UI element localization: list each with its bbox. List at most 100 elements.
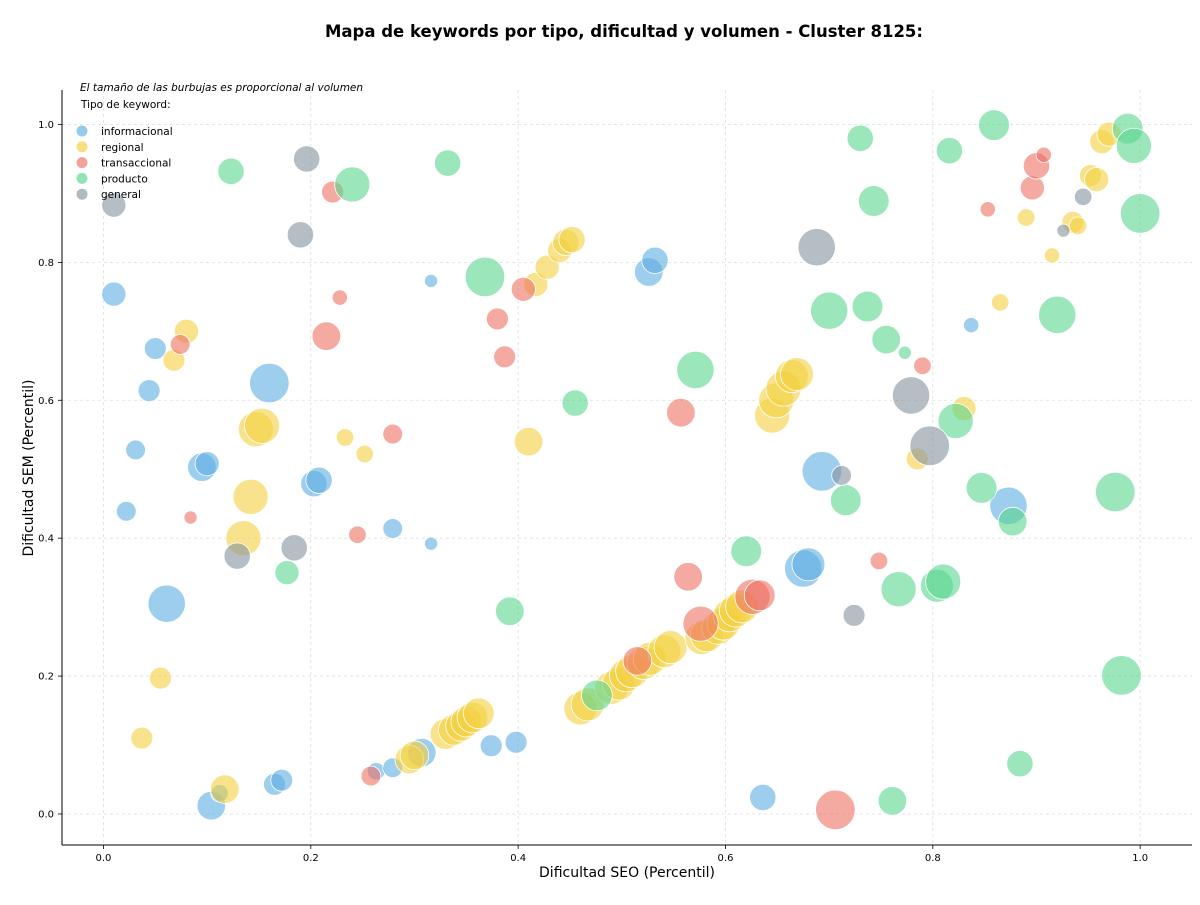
bubble-transaccional bbox=[169, 334, 191, 355]
bubble-regional bbox=[355, 444, 374, 464]
bubble-producto bbox=[829, 484, 862, 517]
bubble-regional bbox=[335, 428, 355, 447]
x-tick-label: 0.6 bbox=[718, 853, 734, 864]
bubble-regional bbox=[513, 426, 544, 457]
bubble-transaccional bbox=[666, 397, 696, 428]
bubble-informacional bbox=[194, 451, 220, 477]
bubble-producto bbox=[937, 402, 974, 439]
bubble-general bbox=[293, 145, 321, 173]
legend-marker-regional bbox=[76, 141, 88, 153]
bubble-transaccional bbox=[979, 201, 996, 218]
bubble-regional bbox=[149, 666, 172, 690]
x-tick-label: 0.0 bbox=[96, 853, 112, 864]
x-axis-label: Dificultad SEO (Percentil) bbox=[539, 865, 715, 881]
bubble-producto bbox=[1095, 471, 1136, 513]
bubble-producto bbox=[846, 124, 874, 152]
bubble-producto bbox=[851, 290, 884, 323]
legend-label-transaccional: transaccional bbox=[101, 158, 171, 170]
bubble-general bbox=[280, 534, 308, 562]
bubble-transaccional bbox=[360, 765, 382, 787]
bubble-producto bbox=[676, 350, 715, 390]
bubble-informacional bbox=[125, 439, 146, 461]
bubble-regional bbox=[991, 293, 1010, 312]
bubble-producto bbox=[1006, 750, 1034, 778]
bubble-transaccional bbox=[682, 605, 719, 642]
bubble-producto bbox=[857, 185, 890, 217]
bubble-informacional bbox=[791, 547, 826, 582]
bubble-producto bbox=[965, 472, 998, 504]
series-regional bbox=[130, 121, 1122, 804]
bubble-transaccional bbox=[348, 525, 367, 544]
bubble-informacional bbox=[749, 783, 777, 812]
bubble-producto bbox=[935, 137, 964, 165]
bubble-regional bbox=[244, 407, 281, 444]
bubble-general bbox=[797, 228, 836, 267]
bubble-producto bbox=[434, 149, 462, 177]
bubble-general bbox=[891, 376, 931, 415]
bubble-general bbox=[1073, 187, 1093, 207]
bubble-regional bbox=[130, 726, 154, 750]
bubble-informacional bbox=[143, 337, 167, 360]
bubble-transaccional bbox=[913, 356, 932, 375]
bubble-producto bbox=[1119, 193, 1161, 234]
legend-marker-informacional bbox=[76, 125, 88, 137]
y-tick-label: 0.8 bbox=[38, 258, 54, 269]
bubble-transaccional bbox=[510, 276, 536, 302]
bubble-regional bbox=[399, 740, 430, 771]
bubble-transaccional bbox=[382, 423, 404, 445]
bubble-general bbox=[1056, 223, 1071, 238]
bubble-producto bbox=[274, 560, 300, 586]
bubble-regional bbox=[210, 774, 240, 804]
bubble-producto bbox=[978, 109, 1010, 141]
bubble-regional bbox=[1016, 208, 1036, 227]
bubble-producto bbox=[1101, 655, 1142, 696]
bubble-informacional bbox=[101, 281, 127, 307]
bubble-transaccional bbox=[493, 345, 517, 369]
bubble-producto bbox=[1038, 295, 1077, 334]
bubble-producto bbox=[730, 535, 763, 568]
bubble-informacional bbox=[963, 317, 980, 334]
bubble-transaccional bbox=[1019, 175, 1045, 201]
bubble-producto bbox=[925, 563, 962, 600]
legend-marker-transaccional bbox=[76, 157, 88, 169]
bubble-transaccional bbox=[486, 307, 509, 331]
y-axis-label: Dificultad SEM (Percentil) bbox=[21, 380, 37, 557]
bubble-transaccional bbox=[743, 579, 776, 612]
bubble-producto bbox=[877, 786, 908, 816]
bubble-general bbox=[286, 221, 315, 249]
bubble-informacional bbox=[479, 734, 503, 758]
legend-label-informacional: informacional bbox=[101, 126, 173, 138]
x-tick-label: 0.2 bbox=[303, 853, 319, 864]
bubble-producto bbox=[217, 157, 245, 185]
bubble-general bbox=[831, 465, 852, 486]
bubble-informacional bbox=[137, 379, 161, 403]
bubble-informacional bbox=[382, 518, 404, 539]
bubble-regional bbox=[780, 357, 814, 391]
legend: El tamaño de las burbujas es proporciona… bbox=[76, 82, 363, 201]
bubble-producto bbox=[810, 291, 849, 330]
bubble-general bbox=[842, 603, 866, 627]
bubble-informacional bbox=[147, 584, 186, 623]
bubble-producto bbox=[581, 679, 613, 712]
bubble-producto bbox=[334, 166, 371, 203]
bubble-producto bbox=[464, 256, 506, 298]
axes: 0.0 0.2 0.4 0.6 0.8 1.0 0.0 0.2 0.4 0.6 0.8 1.0 bbox=[38, 90, 1192, 864]
bubble-regional bbox=[1084, 167, 1110, 193]
grid bbox=[62, 90, 1192, 845]
y-tick-label: 0.0 bbox=[38, 809, 54, 820]
series-producto bbox=[217, 109, 1161, 816]
bubble-informacional bbox=[115, 500, 137, 522]
y-tick-label: 1.0 bbox=[38, 120, 54, 131]
bubble-regional bbox=[232, 478, 269, 515]
series-transaccional bbox=[169, 146, 1052, 831]
bubble-producto bbox=[871, 324, 901, 355]
bubble-general bbox=[101, 192, 127, 218]
bubble-producto bbox=[897, 345, 912, 360]
bubble-informacional bbox=[305, 466, 333, 494]
bubble-informacional bbox=[270, 768, 294, 792]
y-tick-label: 0.6 bbox=[38, 396, 54, 407]
bubble-producto bbox=[495, 596, 525, 626]
legend-label-producto: producto bbox=[101, 173, 148, 185]
bubble-producto bbox=[880, 571, 917, 608]
bubble-transaccional bbox=[815, 789, 856, 831]
